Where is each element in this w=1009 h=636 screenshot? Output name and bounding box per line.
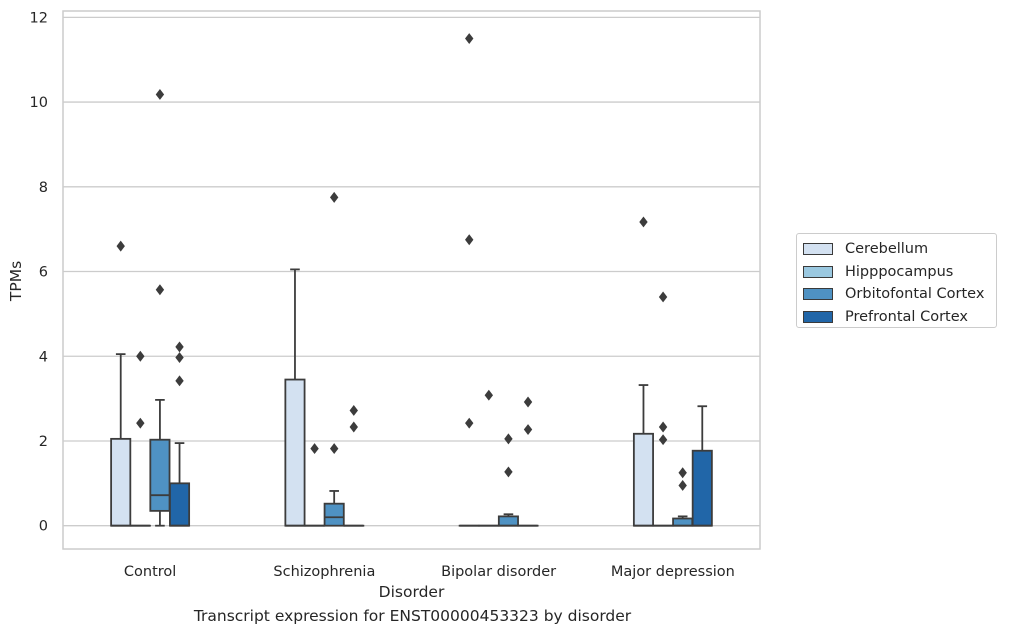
outlier-point <box>329 443 339 455</box>
outlier-point <box>484 389 494 401</box>
outlier-point <box>523 396 533 408</box>
figure-caption: Transcript expression for ENST0000045332… <box>193 607 632 625</box>
legend-swatch-hippocampus <box>803 265 833 278</box>
box-iqr <box>691 449 713 527</box>
outlier-point <box>175 341 184 353</box>
outlier-point <box>329 191 339 203</box>
box-orbitofontal-cortex-bipolar-disorder <box>497 433 519 527</box>
box-hipppocampus-schizophrenia <box>304 443 326 527</box>
box-iqr <box>110 437 132 527</box>
outlier-point <box>678 479 687 491</box>
box-cerebellum-schizophrenia <box>284 268 306 527</box>
outlier-point <box>349 421 358 433</box>
legend-label-cerebellum: Cerebellum <box>845 241 929 258</box>
box-iqr <box>672 517 694 527</box>
outlier-point <box>175 352 184 363</box>
y-tick-label-0: 0 <box>39 519 48 535</box>
outlier-point <box>136 350 145 362</box>
y-tick-labels: 0 2 4 6 8 10 12 <box>30 10 48 534</box>
outlier-point <box>465 234 474 246</box>
box-prefrontal-cortex-major-depression <box>691 405 713 527</box>
box-prefrontal-cortex-bipolar-disorder <box>517 396 539 527</box>
plot-area-frame <box>62 10 761 550</box>
outlier-point <box>116 240 125 252</box>
x-axis-label: Disorder <box>379 583 445 601</box>
box-orbitofontal-cortex-schizophrenia <box>323 191 345 527</box>
legend-swatch-prefrontal-cortex <box>803 310 833 323</box>
outlier-point <box>504 433 513 445</box>
outlier-point <box>155 88 165 100</box>
outlier-point <box>310 443 319 455</box>
box-iqr <box>284 378 306 527</box>
y-tick-label-8: 8 <box>39 180 48 196</box>
x-tick-label-schizophrenia: Schizophrenia <box>273 564 375 580</box>
box-plot-marks <box>110 33 713 527</box>
outlier-point <box>465 33 474 44</box>
outlier-point <box>136 417 145 429</box>
box-iqr <box>497 515 519 527</box>
y-tick-label-10: 10 <box>30 95 48 111</box>
box-prefrontal-cortex-control <box>169 341 191 527</box>
y-axis-label: TPMs <box>7 261 25 302</box>
outlier-point <box>175 375 184 387</box>
x-tick-label-major-depression: Major depression <box>611 564 735 580</box>
box-hipppocampus-major-depression <box>652 291 674 527</box>
outlier-point <box>639 216 648 228</box>
outlier-point <box>678 467 687 479</box>
legend-item-prefrontal-cortex: Prefrontal Cortex <box>803 306 996 329</box>
box-iqr <box>149 438 171 512</box>
legend-item-hippocampus: Hipppocampus <box>803 261 996 284</box>
box-hipppocampus-control <box>129 350 151 527</box>
legend-label-prefrontal-cortex: Prefrontal Cortex <box>845 308 968 325</box>
x-tick-label-control: Control <box>124 564 176 580</box>
outlier-point <box>155 284 165 296</box>
x-tick-label-bipolar-disorder: Bipolar disorder <box>441 564 556 580</box>
box-iqr <box>632 432 654 527</box>
box-orbitofontal-cortex-major-depression <box>672 467 694 527</box>
box-cerebellum-major-depression <box>632 216 654 527</box>
outlier-point <box>465 417 474 429</box>
outlier-point <box>658 434 668 446</box>
outlier-point <box>658 421 668 433</box>
legend-item-orbitofrontal-cortex: Orbitofontal Cortex <box>803 283 996 306</box>
legend-label-hippocampus: Hipppocampus <box>845 263 954 280</box>
outlier-point <box>504 466 513 478</box>
box-hipppocampus-bipolar-disorder <box>478 389 500 527</box>
legend-label-orbitofrontal-cortex: Orbitofontal Cortex <box>845 286 985 303</box>
box-prefrontal-cortex-schizophrenia <box>343 405 365 527</box>
legend-item-cerebellum: Cerebellum <box>803 238 996 261</box>
y-tick-label-12: 12 <box>30 10 48 26</box>
box-iqr <box>169 482 191 527</box>
outlier-point <box>349 405 358 416</box>
outlier-point <box>658 291 668 303</box>
box-iqr <box>323 502 345 527</box>
box-cerebellum-bipolar-disorder <box>458 33 480 527</box>
legend-swatch-orbitofrontal-cortex <box>803 288 833 301</box>
y-tick-label-4: 4 <box>39 349 48 365</box>
legend-swatch-cerebellum <box>803 243 833 256</box>
legend: Cerebellum Hipppocampus Orbitofontal Cor… <box>796 233 997 328</box>
outlier-point <box>523 424 533 435</box>
y-tick-label-2: 2 <box>39 434 48 450</box>
box-cerebellum-control <box>110 240 132 527</box>
box-orbitofontal-cortex-control <box>149 88 171 527</box>
y-tick-label-6: 6 <box>39 265 48 281</box>
x-tick-labels: Control Schizophrenia Bipolar disorder Majo… <box>124 564 735 580</box>
